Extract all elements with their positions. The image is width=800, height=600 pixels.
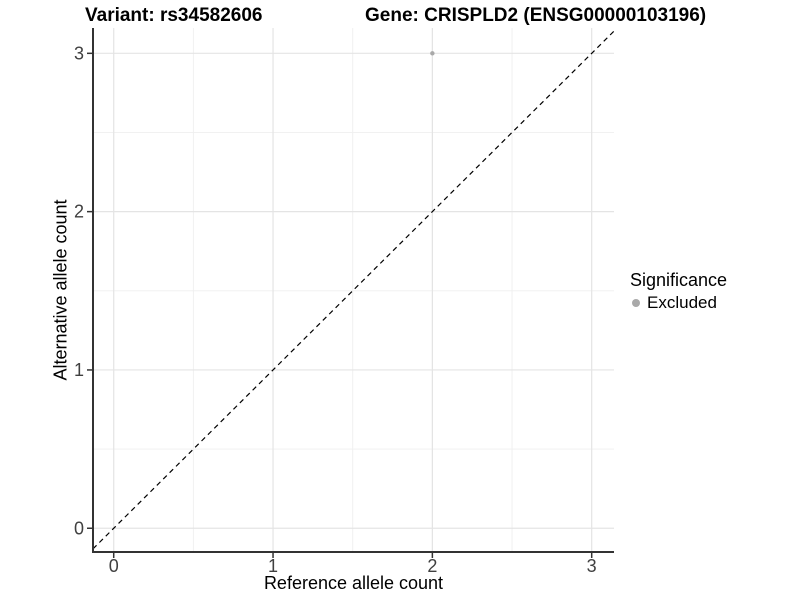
y-tick-label: 1	[74, 360, 84, 380]
x-axis-title: Reference allele count	[263, 573, 444, 593]
x-tick-label: 3	[587, 556, 597, 576]
y-tick-label: 3	[74, 43, 84, 63]
plot-title-variant: Variant: rs34582606	[85, 5, 263, 26]
excluded-point-icon	[632, 299, 640, 307]
identity-dashed-line	[92, 30, 615, 550]
x-tick-label: 0	[109, 556, 119, 576]
legend-entry-excluded: Excluded	[630, 293, 727, 312]
legend-entry-label: Excluded	[647, 293, 717, 312]
x-tick-label: 1	[268, 556, 278, 576]
legend: Significance Excluded	[630, 270, 727, 312]
y-axis-title: Alternative allele count	[50, 199, 71, 381]
data-point-excluded	[430, 51, 435, 56]
x-tick-label: 2	[427, 556, 437, 576]
y-tick-label: 0	[74, 518, 84, 538]
plot-title-gene: Gene: CRISPLD2 (ENSG00000103196)	[365, 5, 707, 26]
legend-title: Significance	[630, 270, 728, 290]
y-tick-label: 2	[74, 202, 84, 222]
